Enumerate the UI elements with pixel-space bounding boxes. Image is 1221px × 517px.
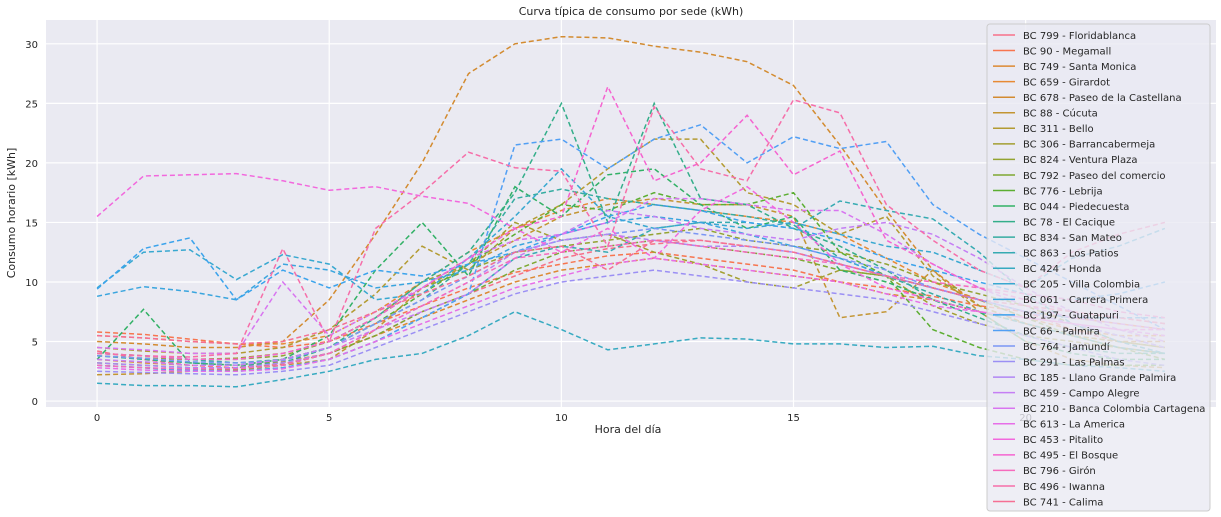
y-tick-label: 0 (32, 397, 38, 408)
y-tick-label: 20 (25, 159, 38, 170)
legend-label: BC 824 - Ventura Plaza (1023, 155, 1137, 166)
legend-label: BC 311 - Bello (1023, 124, 1094, 135)
legend-label: BC 306 - Barrancabermeja (1023, 140, 1155, 151)
legend-label: BC 424 - Honda (1023, 264, 1101, 275)
series-lines (96, 35, 1166, 388)
legend-label: BC 044 - Piedecuesta (1023, 202, 1129, 213)
legend-label: BC 792 - Paseo del comercio (1023, 171, 1166, 182)
series-line-29 (97, 98, 1166, 358)
chart-title: Curva típica de consumo por sede (kWh) (519, 5, 744, 18)
y-axis-label: Consumo horario [kWh] (5, 148, 18, 279)
legend-label: BC 863 - Los Patios (1023, 249, 1119, 260)
legend-label: BC 459 - Campo Alegre (1023, 388, 1140, 399)
x-tick-label: 0 (94, 413, 100, 424)
legend-label: BC 764 - Jamundí (1023, 341, 1111, 353)
legend-label: BC 749 - Santa Monica (1023, 62, 1136, 73)
series-line-27 (97, 84, 1165, 361)
series-line-28 (97, 239, 1165, 370)
series-line-15 (97, 310, 1165, 388)
legend-label: BC 799 - Floridablanca (1023, 31, 1136, 42)
y-tick-label: 5 (32, 338, 38, 349)
y-tick-label: 10 (25, 278, 38, 289)
series-line-21 (97, 269, 1165, 376)
legend-label: BC 496 - Iwanna (1023, 482, 1105, 493)
x-tick-label: 5 (326, 413, 332, 424)
y-tick-label: 15 (25, 218, 38, 229)
x-axis-label: Hora del día (595, 423, 662, 436)
x-tick-label: 10 (555, 413, 568, 424)
legend-label: BC 185 - Llano Grande Palmira (1023, 373, 1176, 384)
series-line-18 (96, 203, 1166, 301)
legend-label: BC 678 - Paseo de la Castellana (1023, 93, 1182, 104)
legend-label: BC 659 - Girardot (1023, 77, 1110, 88)
series-line-22 (97, 233, 1166, 369)
x-tick-label: 15 (787, 413, 800, 424)
legend-label: BC 796 - Girón (1023, 465, 1096, 477)
legend-label: BC 741 - Calima (1023, 497, 1103, 508)
legend: BC 799 - Floridablanca BC 90 - Megamall BC… (986, 23, 1211, 512)
legend-label: BC 78 - El Cacique (1023, 217, 1115, 228)
legend-label: BC 495 - El Bosque (1023, 451, 1118, 462)
legend-label: BC 66 - Palmira (1023, 326, 1100, 337)
legend-label: BC 205 - Villa Colombia (1023, 280, 1140, 291)
series-line-26 (96, 172, 1165, 331)
series-line-24 (97, 197, 1165, 355)
legend-label: BC 90 - Megamall (1023, 46, 1111, 57)
y-tick-label: 25 (25, 99, 38, 110)
legend-label: BC 291 - Las Palmas (1023, 357, 1125, 368)
legend-label: BC 613 - La America (1023, 420, 1125, 431)
legend-box (986, 23, 1211, 512)
legend-label: BC 834 - San Mateo (1023, 233, 1122, 244)
y-tick-label: 30 (25, 40, 38, 51)
legend-label: BC 197 - Guatapuri (1023, 311, 1119, 322)
legend-label: BC 776 - Lebrija (1023, 186, 1103, 197)
legend-label: BC 453 - Pitalito (1023, 435, 1103, 446)
legend-label: BC 88 - Cúcuta (1023, 108, 1098, 120)
series-line-1 (97, 251, 1165, 349)
series-line-2 (97, 257, 1165, 367)
legend-label: BC 210 - Banca Colombia Cartagena (1023, 404, 1205, 415)
legend-label: BC 061 - Carrera Primera (1023, 295, 1148, 306)
series-line-0 (96, 239, 1165, 369)
